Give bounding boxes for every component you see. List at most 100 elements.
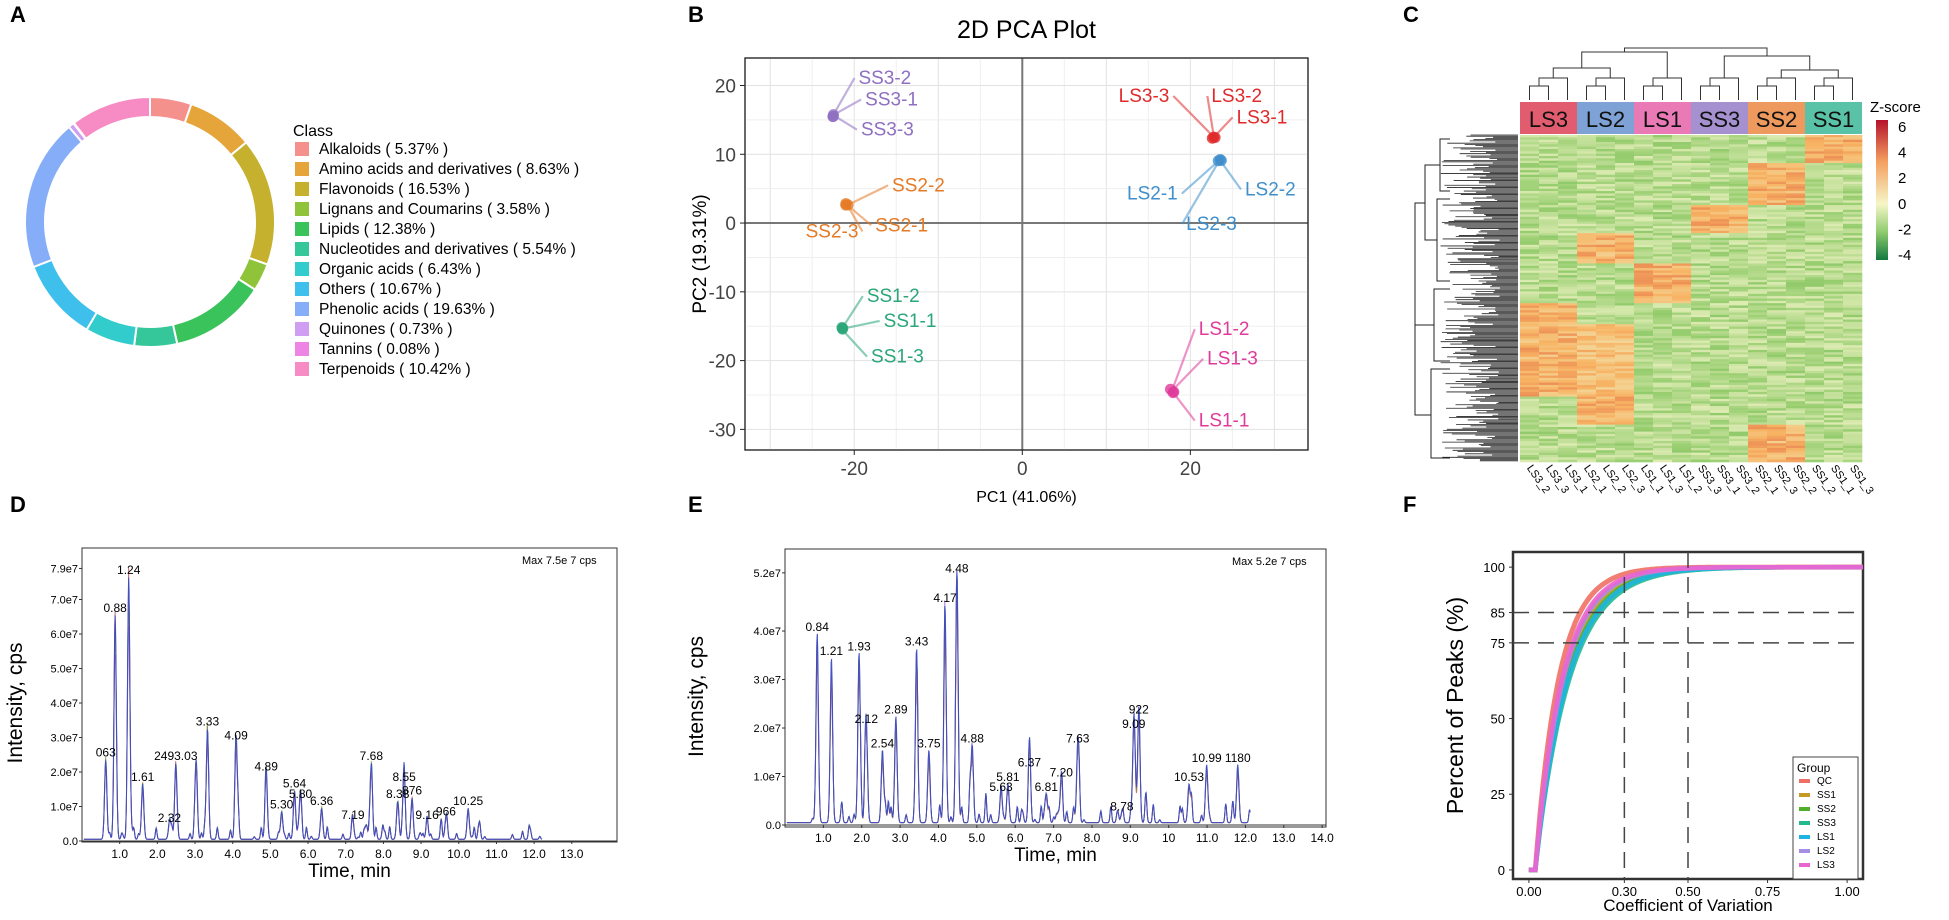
heatmap-cell <box>1691 382 1711 386</box>
heatmap-cell <box>1653 345 1673 348</box>
heatmap-cell <box>1596 265 1616 269</box>
heatmap-cell <box>1672 188 1692 192</box>
heatmap-cell <box>1634 382 1654 386</box>
heatmap-cell <box>1615 447 1635 451</box>
heatmap-cell <box>1786 410 1806 414</box>
heatmap-cell <box>1672 219 1692 222</box>
heatmap-cell <box>1558 335 1578 339</box>
heatmap-cell <box>1805 282 1825 285</box>
heatmap-cell <box>1653 249 1673 253</box>
heatmap-cell <box>1843 380 1863 383</box>
heatmap-cell <box>1786 312 1806 316</box>
heatmap-cell <box>1615 214 1635 218</box>
heatmap-cell <box>1672 165 1692 168</box>
heatmap-cell <box>1729 401 1749 404</box>
heatmap-cell <box>1805 191 1825 194</box>
heatmap-cell <box>1729 459 1749 463</box>
heatmap-cell <box>1672 396 1692 400</box>
heatmap-cell <box>1672 405 1692 409</box>
heatmap-cell <box>1843 261 1863 264</box>
heatmap-cell <box>1691 205 1711 208</box>
heatmap-cell <box>1729 151 1749 154</box>
heatmap-cell <box>1577 177 1597 180</box>
heatmap-cell <box>1691 289 1711 292</box>
heatmap-cell <box>1615 188 1635 192</box>
heatmap-cell <box>1824 193 1844 197</box>
heatmap-cell <box>1672 356 1692 360</box>
heatmap-cell <box>1710 443 1730 446</box>
heatmap-cell <box>1767 142 1787 145</box>
heatmap-cell <box>1691 426 1711 430</box>
heatmap-cell <box>1596 226 1616 229</box>
heatmap-cell <box>1748 417 1768 421</box>
peak-label: 9.16 <box>415 808 439 822</box>
heatmap-cell <box>1672 235 1692 239</box>
heatmap-cell <box>1558 298 1578 302</box>
heatmap-cell <box>1634 310 1654 313</box>
heatmap-cell <box>1577 361 1597 365</box>
heatmap-cell <box>1786 391 1806 395</box>
heatmap-cell <box>1539 305 1559 309</box>
heatmap-cell <box>1520 389 1540 393</box>
col-dendrogram-branch <box>1823 77 1853 100</box>
heatmap-cell <box>1786 153 1806 157</box>
heatmap-cell <box>1634 235 1654 239</box>
heatmap-cell <box>1710 410 1730 414</box>
heatmap-cell <box>1767 349 1787 353</box>
heatmap-cell <box>1558 216 1578 220</box>
heatmap-cell <box>1691 184 1711 187</box>
heatmap-cell <box>1539 319 1559 323</box>
heatmap-cell <box>1786 226 1806 229</box>
heatmap-cell <box>1558 263 1578 267</box>
heatmap-cell <box>1672 363 1692 367</box>
heatmap-cell <box>1539 368 1559 372</box>
heatmap-cell <box>1653 156 1673 159</box>
heatmap-cell <box>1634 384 1654 388</box>
pca-label: SS3-2 <box>858 68 911 89</box>
pca-frame <box>744 57 1309 451</box>
heatmap-cell <box>1596 230 1616 234</box>
heatmap-cell <box>1520 422 1540 425</box>
heatmap-cell <box>1520 440 1540 444</box>
heatmap-cell <box>1539 258 1559 262</box>
heatmap-cell <box>1577 284 1597 288</box>
heatmap-cell <box>1539 137 1559 140</box>
heatmap-cell <box>1653 377 1673 381</box>
heatmap-cell <box>1520 298 1540 302</box>
heatmap-cell <box>1767 450 1787 453</box>
heatmap-cell <box>1577 419 1597 423</box>
pca-label: LS2-3 <box>1186 214 1237 235</box>
heatmap-cell <box>1786 314 1806 318</box>
heatmap-cell <box>1577 296 1597 299</box>
donut-slice-5 <box>132 323 179 348</box>
heatmap-cell <box>1824 417 1844 421</box>
heatmap-cell <box>1748 310 1768 313</box>
heatmap-cell <box>1710 307 1730 311</box>
heatmap-cell <box>1672 335 1692 339</box>
heatmap-cell <box>1748 419 1768 423</box>
x-tick-label: 13.0 <box>1272 831 1296 845</box>
heatmap-cell <box>1596 235 1616 239</box>
heatmap-cell <box>1596 296 1616 299</box>
heatmap-cell <box>1577 270 1597 274</box>
panel-label-a: A <box>10 2 26 27</box>
heatmap-cell <box>1577 293 1597 297</box>
heatmap-cell <box>1729 223 1749 227</box>
heatmap-cell <box>1824 298 1844 302</box>
heatmap-cell <box>1691 436 1711 439</box>
heatmap-cell <box>1539 146 1559 150</box>
heatmap-cell <box>1653 139 1673 143</box>
heatmap-cell <box>1805 440 1825 444</box>
heatmap-cell <box>1710 174 1730 178</box>
y-tick-label: -20 <box>709 352 736 373</box>
heatmap-cell <box>1748 438 1768 442</box>
heatmap-cell <box>1520 391 1540 395</box>
heatmap-cell <box>1596 366 1616 369</box>
heatmap-cell <box>1615 146 1635 150</box>
heatmap-cell <box>1577 263 1597 267</box>
heatmap-cell <box>1767 151 1787 154</box>
heatmap-cell <box>1710 415 1730 418</box>
heatmap-cell <box>1805 205 1825 208</box>
heatmap-cell <box>1615 181 1635 185</box>
heatmap-cell <box>1843 137 1863 140</box>
